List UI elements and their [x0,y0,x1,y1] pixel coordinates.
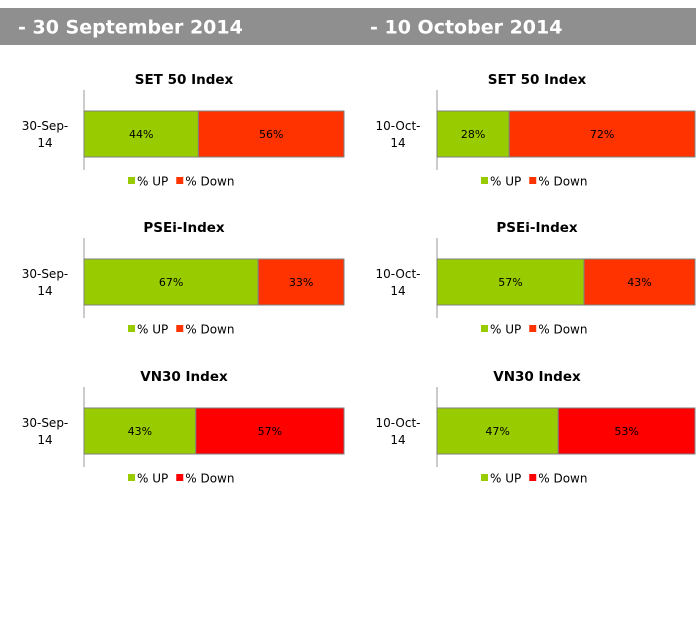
bar-segment [197,110,345,158]
legend-swatch [529,177,537,184]
header-left: - 30 September 2014 [18,17,243,39]
value-label: 28% [461,128,485,141]
category-label: 10-Oct-14 [375,119,420,150]
legend-swatch [481,325,488,332]
legend-swatch [176,325,184,332]
legend-label: % Down [538,472,587,486]
chart-title: VN30 Index [140,369,228,385]
legend-label: % UP [490,175,521,189]
bar-segment [83,407,197,455]
legend-label: % Down [185,323,234,337]
value-label: 72% [590,128,614,141]
chart-title: SET 50 Index [135,72,234,88]
category-label: 10-Oct-14 [375,267,420,298]
category-label: 10-Oct-14 [375,416,420,447]
legend-swatch [481,474,488,481]
value-label: 33% [289,276,313,289]
category-label: 30-Sep-14 [22,416,69,447]
legend-label: % UP [137,323,168,337]
bar-segment [195,407,345,455]
bar-segment [83,110,199,158]
legend-label: % UP [137,175,168,189]
legend-swatch [128,177,135,184]
value-label: 43% [128,425,152,438]
value-label: 67% [159,276,183,289]
chart-title: PSEi-Index [143,220,225,236]
legend-swatch [128,325,135,332]
value-label: 57% [498,276,522,289]
bar-segment [557,407,696,455]
value-label: 43% [627,276,651,289]
legend-label: % Down [538,323,587,337]
category-label: 30-Sep-14 [22,119,69,150]
value-label: 44% [129,128,153,141]
bar-segment [508,110,696,158]
bar-segment [83,258,259,306]
legend-swatch [529,474,537,481]
legend-swatch [529,325,537,332]
chart-title: VN30 Index [493,369,581,385]
chart-title: PSEi-Index [496,220,578,236]
legend-swatch [481,177,488,184]
legend-label: % Down [185,472,234,486]
header-right: - 10 October 2014 [370,17,562,39]
legend-label: % UP [490,323,521,337]
legend-swatch [128,474,135,481]
value-label: 47% [485,425,509,438]
legend-swatch [176,474,184,481]
category-label: 30-Sep-14 [22,267,69,298]
legend-label: % UP [490,472,521,486]
bar-segment [436,407,559,455]
legend-swatch [176,177,184,184]
bar-segment [257,258,345,306]
legend-label: % Down [538,175,587,189]
bar-segment [583,258,696,306]
bar-segment [436,110,510,158]
value-label: 57% [258,425,282,438]
value-label: 56% [259,128,283,141]
chart-title: SET 50 Index [488,72,587,88]
header-bar [0,8,696,45]
legend-label: % UP [137,472,168,486]
value-label: 53% [614,425,638,438]
legend-label: % Down [185,175,234,189]
